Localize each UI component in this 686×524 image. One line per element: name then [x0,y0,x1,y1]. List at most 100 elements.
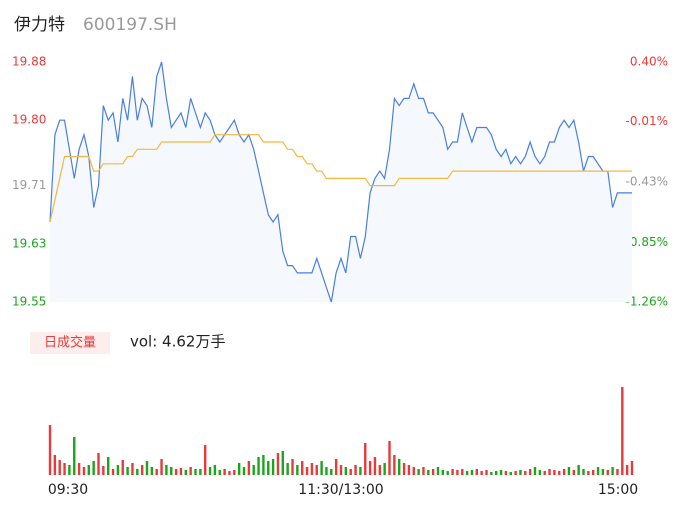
volume-bar [436,467,440,475]
volume-bar [271,459,275,475]
volume-bar [349,469,352,475]
volume-bar [562,469,566,475]
stock-name: 伊力特 [14,15,65,35]
volume-bar [465,471,469,475]
volume-bar [213,465,217,475]
volume-bar [364,443,367,475]
volume-bar [577,465,580,475]
volume-bar [334,459,338,475]
volume-label: 日成交量 [44,335,96,351]
volume-bar [451,469,454,475]
y-tick-label: 19.71 [12,178,46,192]
y-tick-label: 19.80 [12,113,46,127]
volume-bar [218,470,221,475]
volume-bar [145,461,149,475]
volume-bar [543,471,546,475]
volume-bar [281,451,284,475]
volume-bar [417,469,420,475]
volume-bar [111,469,115,475]
volume-bar [427,470,430,475]
volume-bar [160,459,163,475]
volume-bar [73,437,76,475]
volume-bar [237,463,241,475]
volume-bar [528,469,532,475]
volume-bar [77,463,81,475]
volume-bar [97,453,100,475]
volume-bar [572,470,575,475]
volume-bar [58,460,61,475]
volume-bar [184,470,187,475]
volume-bar [330,469,333,475]
volume-bar [208,467,212,475]
volume-bar [140,465,144,475]
volume-bar [126,467,129,475]
volume-bar [592,470,595,475]
volume-bar [107,457,110,475]
volume-bar [596,467,600,475]
volume-bar [470,470,474,475]
volume-bar [310,463,314,475]
volume-bar [480,471,483,475]
volume-bar [223,469,226,475]
volume-bar [131,463,134,475]
stock-code: 600197.SH [83,15,177,35]
volume-bar [276,453,280,475]
volume-bar [504,471,508,475]
volume-bar [262,455,265,475]
volume-bar [48,425,52,475]
volume-bar [301,461,304,475]
volume-bar [344,467,348,475]
volume-bar [252,465,255,475]
volume-bar [499,470,503,475]
volume-bar [155,469,158,475]
price-area [50,62,632,302]
volume-bar [625,465,629,475]
y2-tick-label: -0.01% [626,114,668,128]
volume-bar [359,467,362,475]
volume-bar [121,460,124,475]
y2-tick-label: -0.85% [626,235,668,249]
y-tick-label: 19.55 [12,295,46,309]
volume-total: vol: 4.62万手 [130,333,225,351]
volume-bar [257,457,260,475]
volume-bar [509,472,512,475]
volume-bar [533,467,537,475]
volume-bar [456,470,459,475]
volume-bar [616,469,619,475]
volume-bar [286,463,289,475]
x-tick-label: 09:30 [48,482,88,498]
volume-bar [150,467,154,475]
y-tick-label: 19.63 [12,236,46,250]
volume-bar [199,469,202,475]
volume-bar [548,469,551,475]
volume-bar [553,470,556,475]
volume-label-bg [30,332,110,354]
volume-bar [116,465,120,475]
volume-bar [53,455,57,475]
volume-bar [233,470,236,475]
y2-tick-label: 0.40% [630,55,668,69]
volume-bar [68,465,71,475]
volume-bar [519,470,522,475]
volume-bar [189,467,192,475]
volume-bar [601,469,605,475]
volume-bar [398,459,401,475]
volume-bar [170,467,173,475]
volume-bar [165,465,168,475]
volume-bar [431,469,435,475]
y2-tick-label: -0.43% [626,175,668,189]
volume-bar [368,461,372,475]
volume-bar [242,467,246,475]
volume-bar [82,467,86,475]
volume-bar [582,469,585,475]
volume-bar [495,471,498,475]
volume-bar [383,463,386,475]
volume-bar [587,471,590,475]
volume-bar [92,461,95,475]
volume-bar [305,467,309,475]
volume-bar [485,470,488,475]
volume-bar [475,469,478,475]
volume-bar [136,469,139,475]
volume-bar [325,467,328,475]
